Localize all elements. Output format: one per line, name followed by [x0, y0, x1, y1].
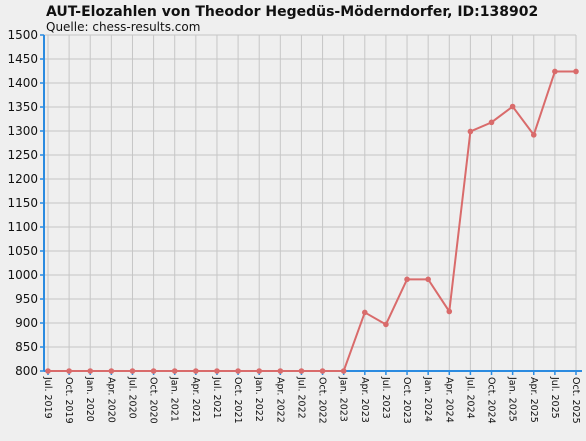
y-tick-label: 1300: [7, 124, 38, 138]
grid: [44, 34, 577, 372]
data-point: [446, 308, 453, 315]
x-tick-label: Jul. 2021: [211, 376, 222, 419]
x-tick-label: Jan. 2025: [507, 376, 518, 422]
data-point: [467, 128, 474, 135]
data-point: [171, 368, 178, 374]
data-point: [383, 321, 389, 328]
x-tick-label: Oct. 2023: [401, 377, 412, 424]
x-tick-label: Jul. 2019: [42, 376, 53, 419]
y-tick-label: 950: [15, 292, 38, 306]
data-point: [530, 132, 537, 138]
x-tick-label: Jul. 2023: [380, 376, 391, 419]
x-tick-label: Apr. 2023: [359, 377, 370, 423]
y-tick-label: 900: [15, 316, 38, 330]
chart-title: AUT-Elozahlen von Theodor Hegedüs-Mödern…: [46, 4, 538, 20]
data-point: [45, 368, 51, 374]
data-point: [509, 103, 516, 110]
x-tick-labels: Jul. 2019 Oct. 2019 Jan. 2020 Apr. 2020 Jul.…: [42, 376, 581, 424]
x-tick-label: Jan. 2024: [422, 376, 433, 422]
y-tick-label: 1500: [7, 28, 38, 42]
series-line: [48, 70, 576, 372]
chart-subtitle: Quelle: chess-results.com: [46, 20, 200, 34]
axes: [40, 34, 582, 375]
x-tick-label: Jul. 2022: [295, 376, 306, 419]
x-tick-label: Oct. 2024: [486, 377, 497, 424]
data-point: [87, 368, 94, 374]
y-tick-label: 1150: [7, 196, 38, 210]
data-point: [214, 368, 220, 374]
x-tick-label: Oct. 2022: [317, 377, 328, 424]
data-point: [108, 368, 115, 374]
x-tick-label: Apr. 2021: [190, 377, 201, 423]
x-tick-label: Jul. 2020: [126, 376, 137, 419]
x-tick-label: Oct. 2021: [232, 377, 243, 424]
x-tick-label: Oct. 2020: [148, 377, 159, 424]
data-point: [129, 368, 136, 374]
data-point: [425, 276, 431, 283]
x-tick-label: Oct. 2025: [570, 377, 581, 424]
y-tick-label: 1400: [7, 76, 38, 90]
data-point: [404, 276, 410, 283]
y-tick-label: 1450: [7, 52, 38, 66]
data-point: [362, 309, 368, 316]
x-tick-label: Apr. 2022: [274, 377, 285, 423]
y-tick-label: 800: [15, 364, 38, 378]
y-tick-label: 1200: [7, 172, 38, 186]
data-point: [552, 68, 558, 75]
data-point: [150, 368, 157, 374]
x-tick-label: Apr. 2020: [105, 377, 116, 423]
x-tick-label: Jan. 2023: [338, 376, 349, 422]
data-point: [573, 68, 579, 75]
y-tick-label: 850: [15, 340, 38, 354]
x-tick-label: Oct. 2019: [63, 377, 74, 424]
y-tick-labels: 800 850 900 950 1000 1050 1100 1150 1200 1250 1300…: [7, 28, 38, 378]
data-point: [319, 368, 326, 374]
x-tick-label: Apr. 2025: [528, 377, 539, 423]
y-tick-label: 1000: [7, 268, 38, 282]
data-point: [298, 368, 305, 374]
x-tick-label: Jul. 2024: [464, 376, 475, 419]
x-tick-label: Jan. 2021: [169, 376, 180, 422]
y-tick-label: 1250: [7, 148, 38, 162]
data-point: [66, 368, 72, 374]
x-tick-label: Jul. 2025: [549, 376, 560, 419]
y-tick-label: 1100: [7, 220, 38, 234]
x-tick-label: Apr. 2024: [443, 377, 454, 423]
data-point: [256, 368, 263, 374]
x-tick-label: Jan. 2022: [253, 376, 264, 422]
data-point: [193, 368, 199, 374]
series-elo: [45, 68, 579, 374]
x-tick-label: Jan. 2020: [84, 376, 95, 422]
data-point: [235, 368, 241, 374]
y-tick-label: 1350: [7, 100, 38, 114]
data-point: [340, 368, 347, 374]
data-point: [277, 368, 284, 374]
y-tick-label: 1050: [7, 244, 38, 258]
data-point: [488, 119, 495, 126]
